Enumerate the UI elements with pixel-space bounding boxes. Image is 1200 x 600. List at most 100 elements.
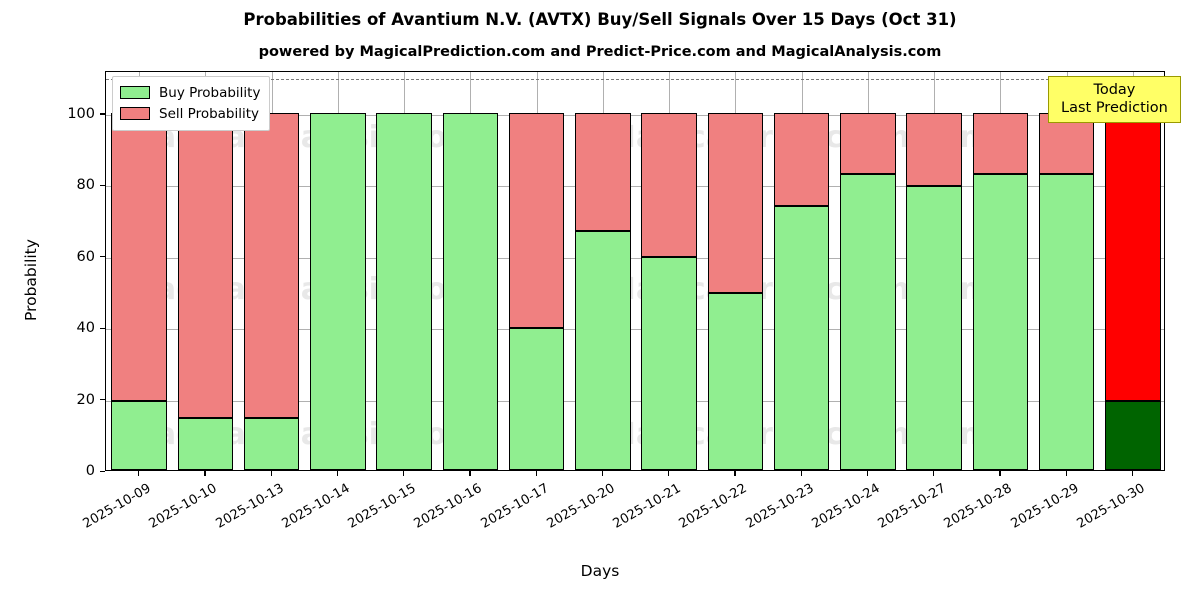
bar-segment-sell[interactable] <box>243 112 300 419</box>
bar-group[interactable] <box>641 72 697 470</box>
x-axis-tick-mark <box>469 471 471 476</box>
bar-segment-buy[interactable] <box>1038 173 1095 470</box>
x-axis-tick-mark <box>535 471 537 476</box>
bar-segment-sell[interactable] <box>1105 112 1161 401</box>
x-axis-tick-mark <box>933 471 935 476</box>
chart-legend: Buy Probability Sell Probability <box>112 76 271 131</box>
x-axis-tick-mark <box>1065 471 1067 476</box>
x-axis-tick-mark <box>336 471 339 476</box>
gridline-horizontal <box>106 329 1164 331</box>
bar-group[interactable] <box>1105 72 1161 470</box>
bar-segment-buy[interactable] <box>641 256 697 470</box>
bar-group[interactable] <box>508 72 565 470</box>
y-axis-tick-mark <box>100 470 105 472</box>
x-axis-tick-label: 2025-10-13 <box>213 481 287 532</box>
x-axis-tick-label: 2025-10-10 <box>146 481 220 532</box>
x-axis-tick-label: 2025-10-09 <box>80 481 154 532</box>
plot-area: MagicalAnalysis.comMagicalPrediction.com… <box>105 71 1165 471</box>
legend-swatch-buy <box>120 86 150 99</box>
bar-group[interactable] <box>906 72 962 470</box>
x-axis-tick-label: 2025-10-14 <box>279 481 353 532</box>
bar-group[interactable] <box>111 72 167 470</box>
x-axis-tick-mark <box>866 471 869 476</box>
x-axis-tick-mark <box>734 471 736 476</box>
x-axis-tick-mark <box>668 471 670 476</box>
y-axis-tick-label: 60 <box>76 248 95 265</box>
bar-group[interactable] <box>177 72 234 470</box>
bar-segment-sell[interactable] <box>641 112 697 257</box>
bar-segment-buy[interactable] <box>508 328 565 470</box>
threshold-dashed-line <box>106 79 1164 81</box>
legend-item-buy[interactable]: Buy Probability <box>120 82 260 103</box>
x-axis-tick-label: 2025-10-22 <box>676 481 750 532</box>
today-annotation-line2: Last Prediction <box>1061 100 1168 116</box>
bar-segment-buy[interactable] <box>376 112 432 470</box>
legend-label-sell: Sell Probability <box>159 105 260 122</box>
legend-swatch-sell <box>120 107 150 120</box>
x-axis-tick-mark <box>601 471 604 476</box>
bar-segment-buy[interactable] <box>575 230 631 470</box>
bar-segment-buy[interactable] <box>1105 400 1161 470</box>
x-axis-tick-label: 2025-10-30 <box>1074 481 1148 532</box>
x-axis-label: Days <box>580 562 620 580</box>
bar-group[interactable] <box>1038 72 1095 470</box>
bar-segment-buy[interactable] <box>906 186 962 470</box>
bar-segment-buy[interactable] <box>972 173 1029 470</box>
bar-group[interactable] <box>243 72 300 470</box>
bar-segment-sell[interactable] <box>840 112 896 174</box>
x-axis-tick-label: 2025-10-23 <box>743 481 817 532</box>
bar-group[interactable] <box>575 72 631 470</box>
bar-segment-buy[interactable] <box>310 112 366 470</box>
bar-segment-buy[interactable] <box>177 418 234 470</box>
bar-segment-sell[interactable] <box>773 112 830 206</box>
x-axis-tick-label: 2025-10-28 <box>941 481 1015 532</box>
x-axis-tick-label: 2025-10-20 <box>544 481 618 532</box>
y-axis-tick-label: 0 <box>85 463 95 479</box>
bar-group[interactable] <box>310 72 366 470</box>
bar-segment-sell[interactable] <box>111 112 167 401</box>
y-axis-tick-label: 40 <box>76 320 95 337</box>
bar-group[interactable] <box>707 72 764 470</box>
x-axis-tick-mark <box>204 471 206 476</box>
bar-segment-buy[interactable] <box>111 400 167 470</box>
bar-segment-buy[interactable] <box>840 173 896 470</box>
y-axis-tick-label: 80 <box>76 177 95 194</box>
gridline-horizontal <box>106 257 1164 259</box>
x-axis-tick-mark <box>270 471 272 476</box>
bar-segment-buy[interactable] <box>243 418 300 470</box>
bar-segment-sell[interactable] <box>177 112 234 419</box>
bar-segment-buy[interactable] <box>773 205 830 470</box>
page-title: Probabilities of Avantium N.V. (AVTX) Bu… <box>243 10 957 29</box>
legend-item-sell[interactable]: Sell Probability <box>120 103 260 124</box>
y-axis-tick-mark <box>100 327 105 329</box>
bar-segment-buy[interactable] <box>707 292 764 470</box>
x-axis-tick-mark <box>138 471 140 476</box>
x-axis-tick-mark <box>1131 471 1134 476</box>
x-axis-tick-label: 2025-10-15 <box>345 481 419 532</box>
x-axis-tick-mark <box>999 471 1001 476</box>
bar-segment-sell[interactable] <box>707 112 764 293</box>
x-axis-tick-label: 2025-10-17 <box>478 481 552 532</box>
y-axis-tick-mark <box>100 256 105 258</box>
x-axis-tick-label: 2025-10-29 <box>1008 481 1082 532</box>
y-axis-tick-label: 20 <box>76 391 95 408</box>
bar-segment-sell[interactable] <box>575 112 631 231</box>
bar-group[interactable] <box>840 72 896 470</box>
bar-group[interactable] <box>442 72 499 470</box>
bar-group[interactable] <box>376 72 432 470</box>
bar-group[interactable] <box>972 72 1029 470</box>
x-axis-tick-label: 2025-10-16 <box>411 481 485 532</box>
today-annotation-line1: Today <box>1093 82 1136 98</box>
today-annotation: Today Last Prediction <box>1048 76 1181 123</box>
legend-label-buy: Buy Probability <box>159 84 261 101</box>
bar-group[interactable] <box>773 72 830 470</box>
gridline-horizontal <box>106 114 1164 116</box>
chart-subtitle: powered by MagicalPrediction.com and Pre… <box>258 44 942 60</box>
bar-segment-sell[interactable] <box>906 112 962 187</box>
bar-segment-buy[interactable] <box>442 112 499 470</box>
x-axis-tick-label: 2025-10-24 <box>809 481 883 532</box>
y-axis-tick-mark <box>100 399 105 401</box>
bar-segment-sell[interactable] <box>972 112 1029 174</box>
y-axis-tick-mark <box>100 113 105 115</box>
bar-segment-sell[interactable] <box>508 112 565 329</box>
